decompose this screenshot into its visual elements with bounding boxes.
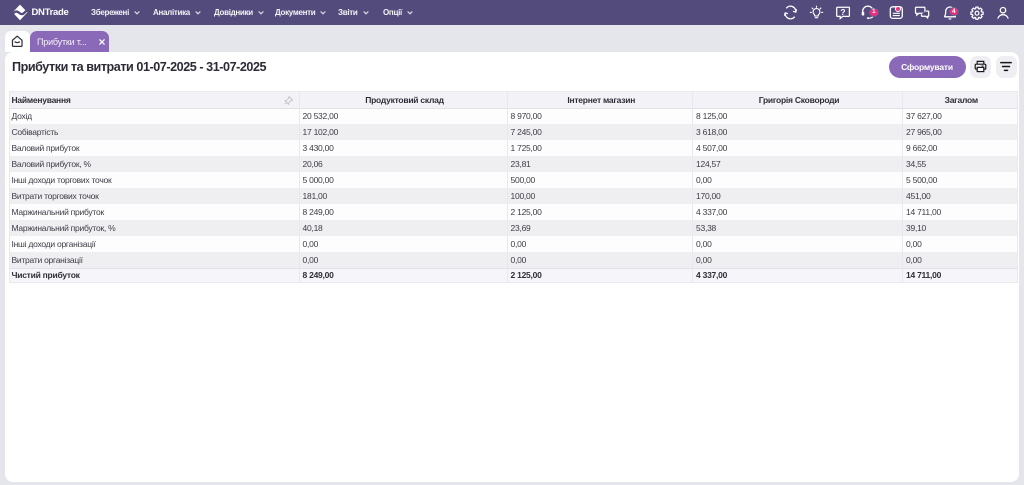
svg-text:?: ?: [840, 6, 845, 16]
